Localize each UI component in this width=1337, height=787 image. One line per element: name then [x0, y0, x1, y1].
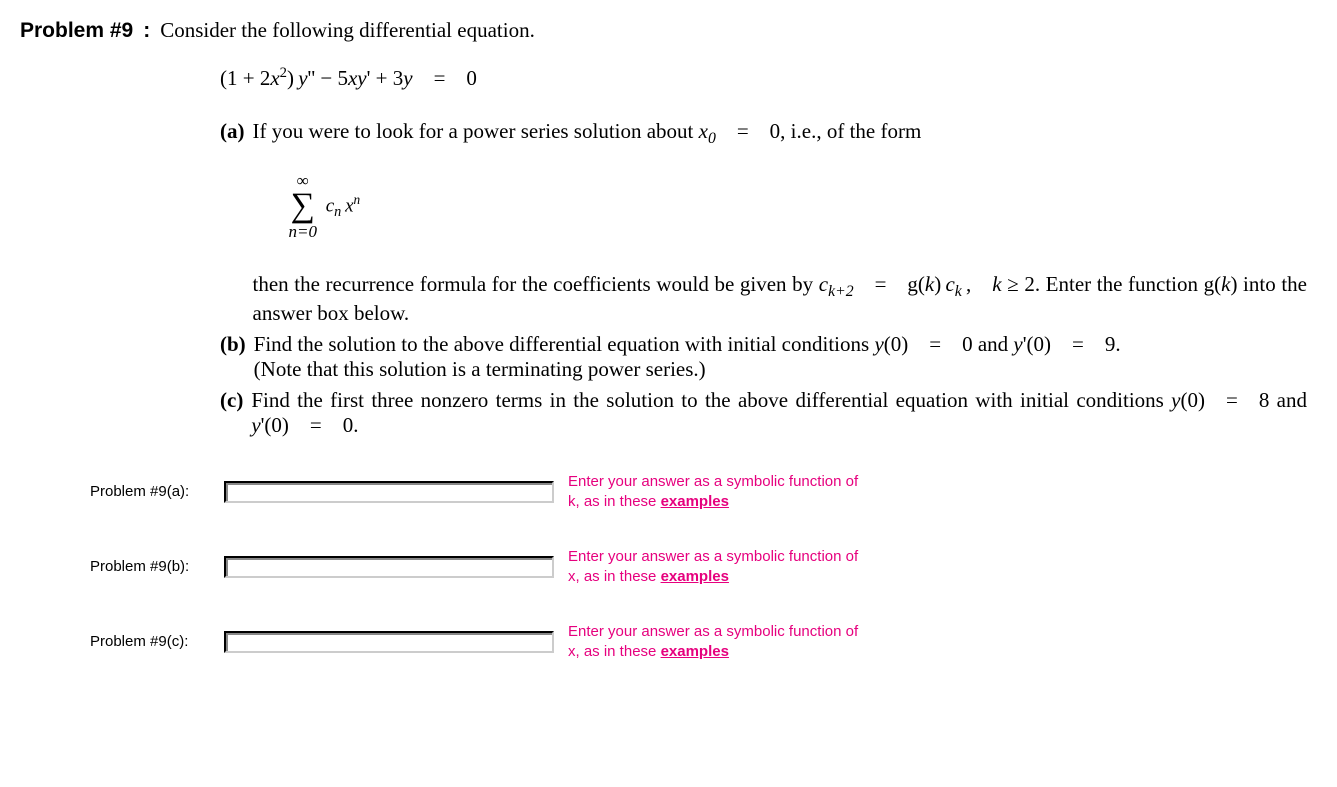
answer-a-hint: Enter your answer as a symbolic function… — [568, 472, 868, 511]
answer-c-input[interactable] — [224, 631, 554, 653]
answer-c-hint: Enter your answer as a symbolic function… — [568, 622, 868, 661]
answer-b-hint: Enter your answer as a symbolic function… — [568, 547, 868, 586]
answer-c-label: Problem #9(c): — [90, 633, 210, 650]
problem-number: Problem #9 — [20, 19, 133, 43]
problem-body: (1 + 2x2) y'' − 5xy' + 3y = 0 (a) If you… — [220, 65, 1307, 438]
answer-row-c: Problem #9(c): Enter your answer as a sy… — [90, 622, 1317, 661]
sigma-icon: ∑ — [289, 189, 317, 223]
part-c-label: (c) — [220, 388, 243, 438]
answer-section: Problem #9(a): Enter your answer as a sy… — [90, 472, 1317, 661]
answer-a-input[interactable] — [224, 481, 554, 503]
part-b-text: Find the solution to the above different… — [254, 332, 1307, 382]
part-b: (b) Find the solution to the above diffe… — [220, 332, 1307, 382]
examples-link-a[interactable]: examples — [661, 493, 729, 510]
part-a-line1: If you were to look for a power series s… — [253, 119, 1308, 148]
answer-b-label: Problem #9(b): — [90, 558, 210, 575]
answer-b-input[interactable] — [224, 556, 554, 578]
sum-term: cn xn — [326, 192, 360, 221]
answer-row-b: Problem #9(b): Enter your answer as a sy… — [90, 547, 1317, 586]
summation: ∞ ∑ n=0 cn xn — [289, 172, 361, 240]
part-a: (a) If you were to look for a power seri… — [220, 119, 1307, 326]
heading: Problem #9: Consider the following diffe… — [20, 18, 1317, 43]
part-c: (c) Find the first three nonzero terms i… — [220, 388, 1307, 438]
answer-a-label: Problem #9(a): — [90, 483, 210, 500]
examples-link-c[interactable]: examples — [661, 643, 729, 660]
answer-row-a: Problem #9(a): Enter your answer as a sy… — [90, 472, 1317, 511]
part-c-text: Find the first three nonzero terms in th… — [251, 388, 1307, 438]
part-a-label: (a) — [220, 119, 245, 326]
part-b-label: (b) — [220, 332, 246, 382]
intro-text: Consider the following differential equa… — [160, 18, 535, 43]
sum-lower: n=0 — [289, 223, 317, 240]
examples-link-b[interactable]: examples — [661, 568, 729, 585]
part-a-line2: then the recurrence formula for the coef… — [253, 272, 1308, 326]
colon: : — [143, 19, 150, 43]
main-equation: (1 + 2x2) y'' − 5xy' + 3y = 0 — [220, 65, 1307, 91]
